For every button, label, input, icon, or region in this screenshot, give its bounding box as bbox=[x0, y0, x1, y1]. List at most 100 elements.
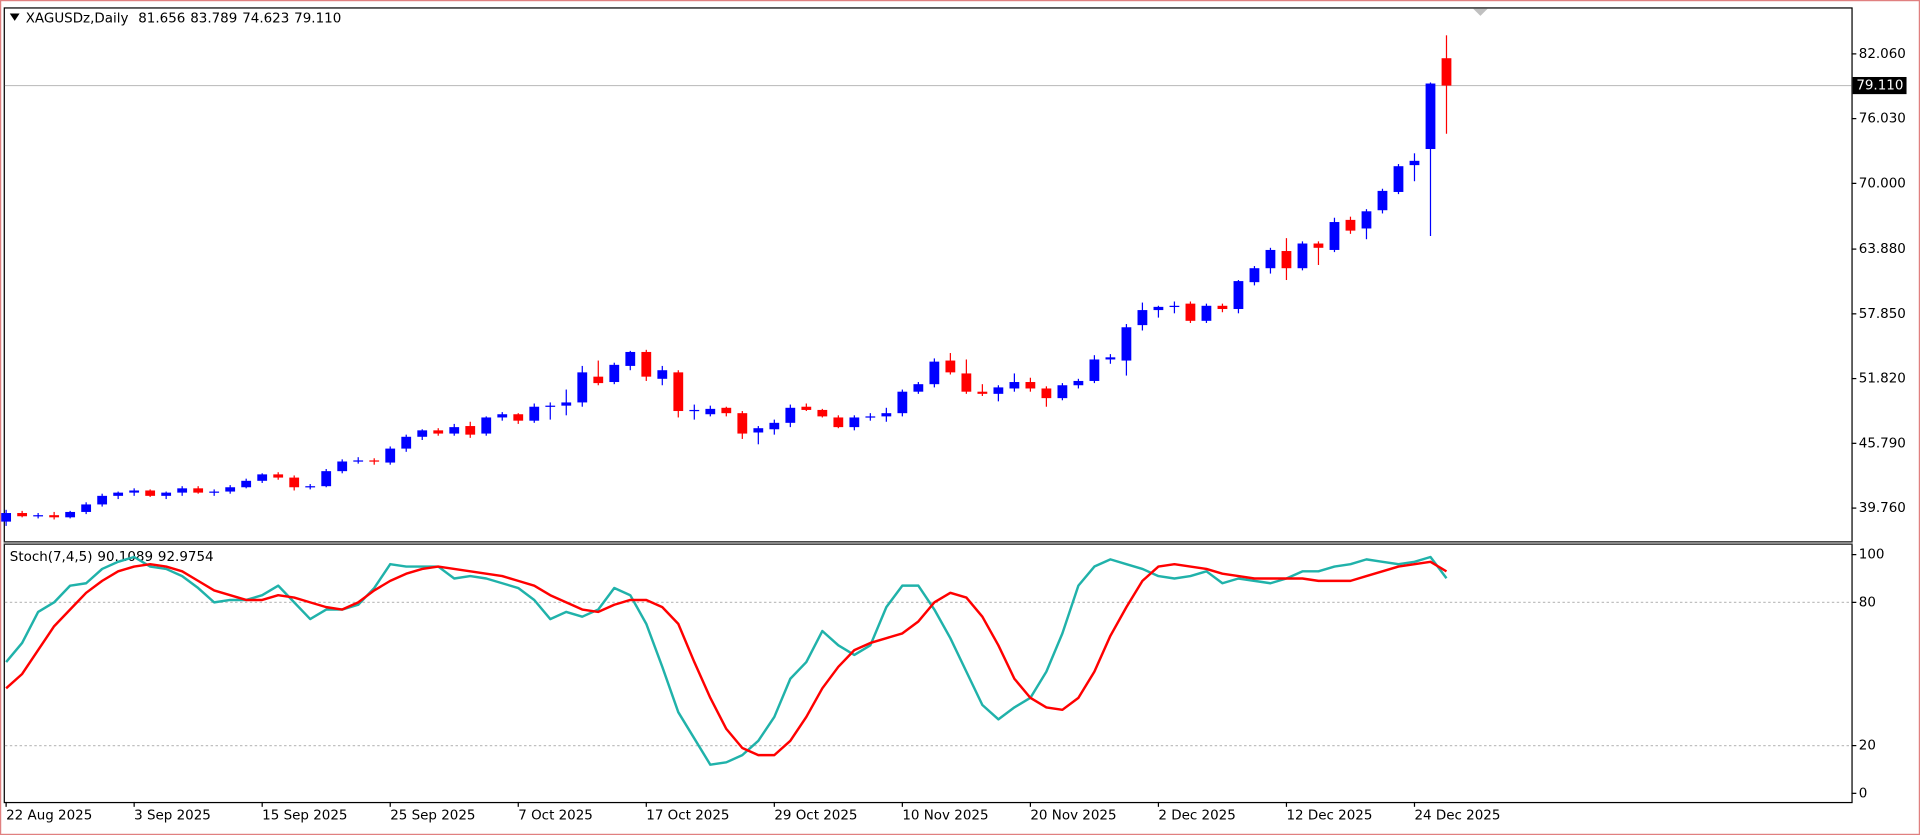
candle-body bbox=[1009, 382, 1020, 389]
candle-body bbox=[1073, 380, 1084, 386]
y-tick-label: 57.850 bbox=[1859, 307, 1906, 322]
candle-body bbox=[929, 361, 940, 385]
candle-body bbox=[177, 488, 188, 493]
header-value: 79.110 bbox=[294, 11, 341, 26]
x-tick-label: 15 Sep 2025 bbox=[262, 808, 347, 823]
current-price-box bbox=[1852, 76, 1907, 95]
candle-body bbox=[145, 490, 156, 496]
candle-body bbox=[737, 413, 748, 434]
candle-body bbox=[1185, 303, 1196, 321]
x-tick-label: 2 Dec 2025 bbox=[1158, 808, 1235, 823]
candle-body bbox=[641, 351, 652, 377]
candle-body bbox=[1281, 251, 1292, 269]
y-tick-label: 45.790 bbox=[1859, 436, 1906, 451]
x-tick-label: 22 Aug 2025 bbox=[6, 808, 92, 823]
candle-body bbox=[689, 409, 700, 412]
candle-body bbox=[209, 491, 220, 493]
header-value: 74.623 bbox=[242, 11, 289, 26]
x-tick-label: 20 Nov 2025 bbox=[1030, 808, 1116, 823]
candle-body bbox=[369, 460, 380, 462]
x-tick-label: 3 Sep 2025 bbox=[134, 808, 211, 823]
candle-body bbox=[753, 428, 764, 433]
candle-body bbox=[865, 416, 876, 418]
candle-body bbox=[833, 417, 844, 428]
candle-body bbox=[17, 513, 28, 517]
candle-body bbox=[561, 402, 572, 406]
candle-body bbox=[769, 422, 780, 430]
x-tick-label: 17 Oct 2025 bbox=[646, 808, 729, 823]
x-tick-label: 12 Dec 2025 bbox=[1286, 808, 1372, 823]
candle-body bbox=[273, 474, 284, 478]
y-tick-label: 80 bbox=[1859, 595, 1876, 610]
candle-body bbox=[1377, 190, 1388, 211]
indicator-name: Stoch(7,4,5) bbox=[10, 550, 93, 565]
candle-body bbox=[1425, 83, 1436, 150]
candle-body bbox=[721, 407, 732, 414]
y-tick-label: 76.030 bbox=[1859, 112, 1906, 127]
candle-body bbox=[817, 409, 828, 417]
candle-body bbox=[33, 515, 44, 517]
y-tick-label: 51.820 bbox=[1859, 372, 1906, 387]
candle-body bbox=[1169, 305, 1180, 308]
candle-body bbox=[225, 487, 236, 492]
candle-body bbox=[961, 373, 972, 392]
candle-body bbox=[465, 426, 476, 435]
candle-body bbox=[1089, 359, 1100, 381]
candle-body bbox=[1105, 357, 1116, 360]
candle-body bbox=[1137, 310, 1148, 326]
candle-body bbox=[1217, 305, 1228, 310]
candle-body bbox=[257, 474, 268, 481]
candle-body bbox=[529, 406, 540, 421]
y-tick-label: 70.000 bbox=[1859, 176, 1906, 191]
stoch-panel bbox=[3, 543, 1853, 804]
candle-body bbox=[1361, 211, 1372, 229]
candle-body bbox=[1153, 306, 1164, 311]
candle-body bbox=[673, 372, 684, 412]
candle-body bbox=[1393, 166, 1404, 192]
candle-body bbox=[353, 460, 364, 462]
symbol-menu-arrow[interactable] bbox=[9, 13, 20, 21]
candle-body bbox=[161, 492, 172, 496]
candle-body bbox=[433, 430, 444, 434]
candle-body bbox=[1441, 58, 1452, 86]
candle-body bbox=[305, 486, 316, 488]
y-tick-label: 82.060 bbox=[1859, 47, 1906, 62]
candle-body bbox=[289, 477, 300, 488]
y-tick-label: 0 bbox=[1859, 786, 1868, 801]
candle-body bbox=[385, 448, 396, 463]
candle-body bbox=[97, 495, 108, 505]
candle-body bbox=[577, 372, 588, 403]
y-tick-label: 63.880 bbox=[1859, 242, 1906, 257]
x-tick-label: 24 Dec 2025 bbox=[1414, 808, 1500, 823]
candle-body bbox=[193, 488, 204, 493]
candle-body bbox=[945, 360, 956, 373]
current-price-label: 79.110 bbox=[1856, 79, 1903, 94]
candle-body bbox=[129, 490, 140, 493]
candle-body bbox=[609, 364, 620, 383]
y-tick-label: 39.760 bbox=[1859, 501, 1906, 516]
candle-body bbox=[1121, 327, 1132, 361]
chart-header: XAGUSDz,Daily 81.656 83.789 74.623 79.110 bbox=[26, 11, 342, 26]
chart-shift-marker[interactable] bbox=[1473, 8, 1488, 16]
candle-body bbox=[1409, 160, 1420, 166]
candle-body bbox=[481, 417, 492, 434]
header-value: 83.789 bbox=[190, 11, 237, 26]
candle-body bbox=[657, 370, 668, 379]
candle-body bbox=[241, 480, 252, 488]
candle-body bbox=[1, 513, 12, 522]
candle-body bbox=[1329, 222, 1340, 250]
candle-body bbox=[1345, 219, 1356, 231]
candle-body bbox=[593, 376, 604, 384]
candle-body bbox=[513, 414, 524, 421]
candle-body bbox=[625, 351, 636, 366]
candle-body bbox=[113, 492, 124, 496]
candle-body bbox=[977, 391, 988, 394]
candle-body bbox=[1057, 385, 1068, 399]
candle-body bbox=[1041, 388, 1052, 399]
x-tick-label: 29 Oct 2025 bbox=[774, 808, 857, 823]
candle-body bbox=[497, 414, 508, 418]
candle-body bbox=[1265, 249, 1276, 269]
candle-body bbox=[1297, 243, 1308, 269]
